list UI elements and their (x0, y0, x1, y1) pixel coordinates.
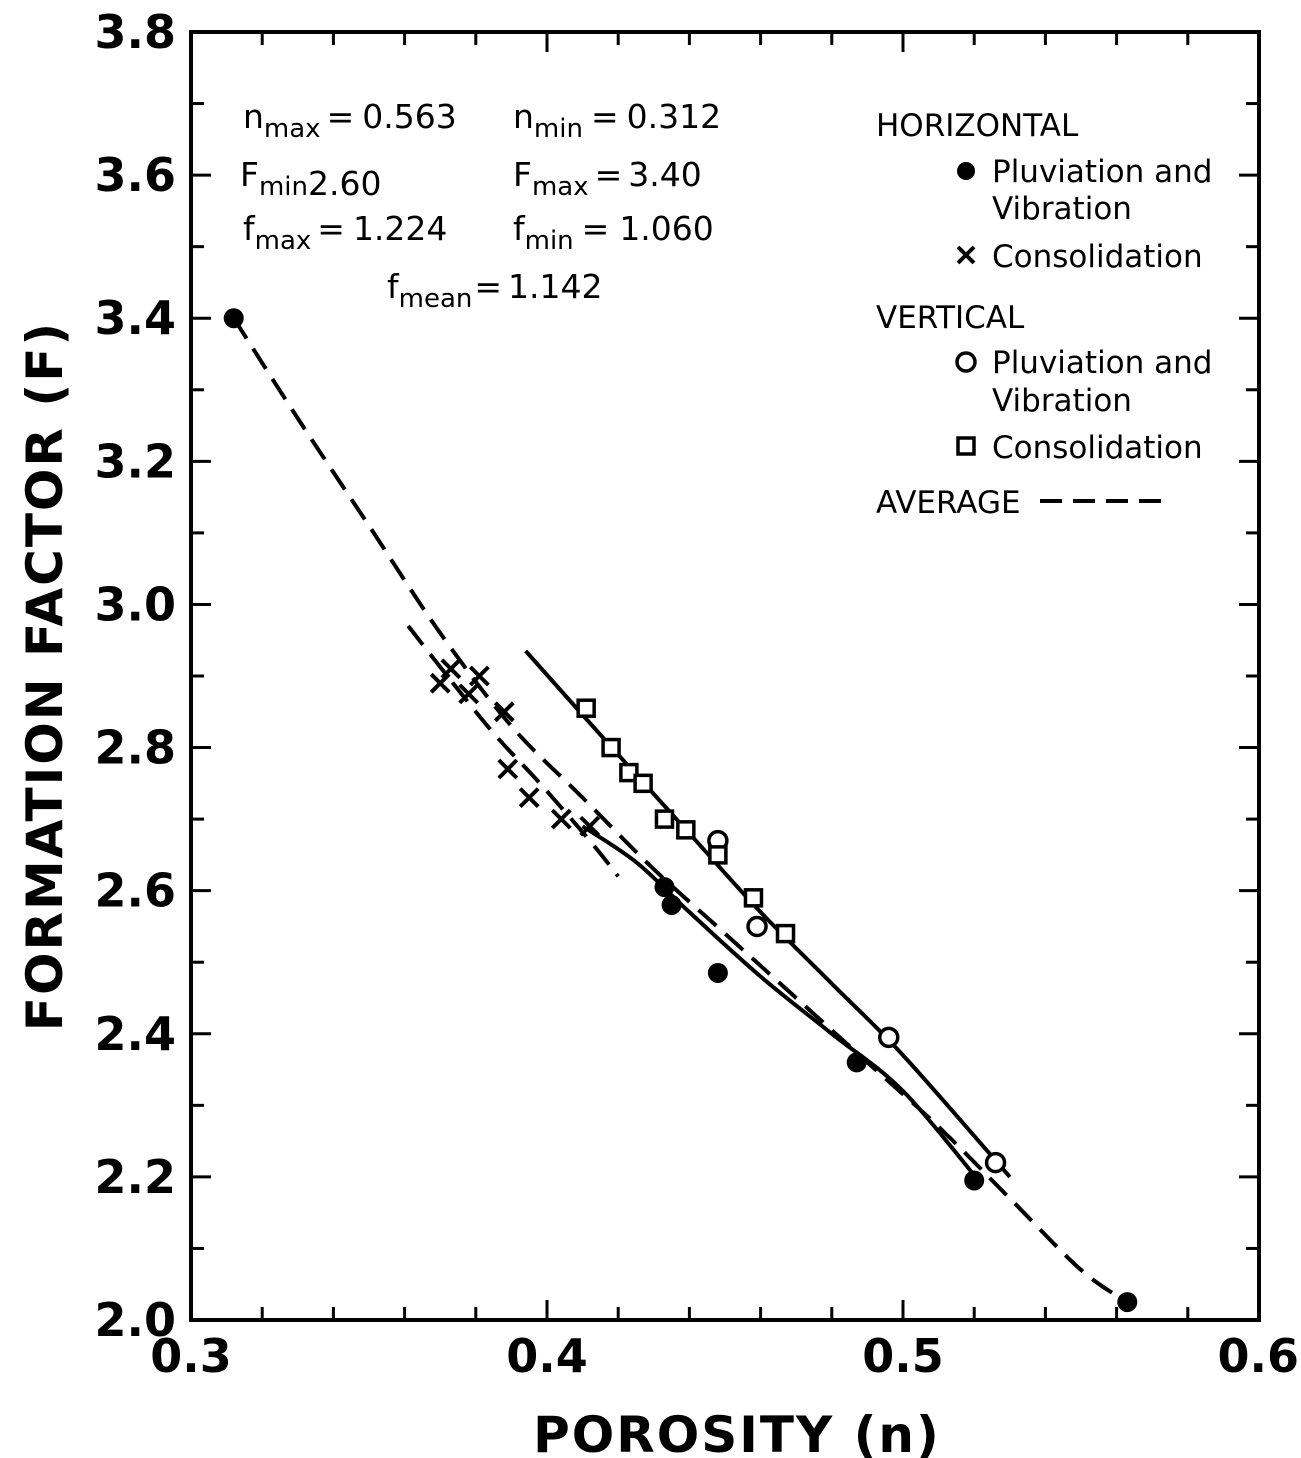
point-open-square (619, 762, 639, 783)
point-open-square (775, 923, 796, 944)
legend-open-square-marker (956, 436, 976, 456)
annotation-F-min: Fmin2.60 (240, 155, 382, 203)
y-tick-label: 3.2 (95, 434, 177, 488)
point-x-mark (518, 787, 540, 809)
point-x-mark (579, 815, 601, 837)
point-x-mark (429, 672, 451, 694)
y-tick-label: 3.0 (95, 577, 177, 631)
annotation-f-max: fmax = 1.224 (243, 209, 447, 256)
point-open-square (708, 845, 728, 865)
legend-group-horizontal: HORIZONTAL (876, 108, 1079, 144)
y-tick-label: 2.6 (95, 864, 177, 918)
x-axis-title: POROSITY (n) (533, 1406, 941, 1458)
point-filled-circle (707, 962, 728, 983)
point-filled-circle (654, 877, 675, 898)
x-tick-label: 0.3 (150, 1329, 232, 1383)
solid-curve (581, 824, 983, 1186)
dashed-curve (232, 317, 1129, 1304)
y-tick-label: 2.0 (95, 1293, 177, 1347)
x-tick-label: 0.6 (1218, 1329, 1300, 1383)
point-open-square (743, 888, 764, 908)
solid-curve (524, 649, 1012, 1179)
legend-filled-circle-marker (957, 162, 975, 180)
point-open-square (676, 820, 696, 840)
y-tick-label: 2.8 (95, 721, 177, 775)
y-tick-label: 2.2 (95, 1150, 177, 1204)
point-filled-circle (846, 1052, 867, 1073)
y-axis-title: FORMATION FACTOR (F) (16, 321, 74, 1031)
legend-average-label: AVERAGE (876, 485, 1021, 521)
point-filled-circle (1117, 1292, 1138, 1313)
point-open-circle (746, 915, 768, 938)
point-filled-circle (661, 894, 682, 915)
point-open-square (601, 737, 621, 758)
legend-entry-v-vibration: Vibration (992, 383, 1132, 419)
point-filled-circle (964, 1170, 985, 1191)
annotation-n-max: nmax = 0.563 (243, 97, 457, 144)
y-tick-label: 2.4 (95, 1007, 177, 1061)
legend-entry-v-consolidation: Consolidation (992, 430, 1203, 466)
legend-open-circle-marker (955, 351, 977, 373)
annotation-n-min: nmin = 0.312 (513, 97, 721, 144)
point-open-circle (878, 1026, 900, 1049)
dashed-curve (406, 624, 620, 878)
point-open-square (576, 698, 596, 718)
point-filled-circle (223, 308, 244, 329)
legend: HORIZONTAL Pluviation and Vibration Cons… (876, 108, 1212, 521)
tick-labels: 0.3 0.4 0.5 0.6 2.0 2.2 2.4 2.6 2.8 3.0 3.2 3.4 3.6 3… (95, 5, 1300, 1383)
y-tick-label: 3.6 (95, 148, 177, 202)
annotation-f-mean: fmean= 1.142 (387, 267, 603, 314)
point-x-mark (468, 665, 490, 687)
point-open-square (654, 809, 675, 829)
annotation-F-max: Fmax = 3.40 (513, 155, 702, 202)
x-tick-label: 0.5 (862, 1329, 944, 1383)
point-open-circle (984, 1151, 1007, 1174)
annotation-block: nmax = 0.563 nmin = 0.312 Fmin2.60 Fmax = 3.40… (240, 97, 721, 314)
point-x-mark (497, 758, 519, 780)
data-points (223, 308, 1138, 1313)
point-x-mark (550, 808, 572, 830)
point-x-mark (458, 683, 480, 705)
point-x-mark (493, 701, 515, 723)
legend-entry-h-consolidation: Consolidation (992, 239, 1203, 275)
legend-group-vertical: VERTICAL (876, 300, 1025, 336)
y-tick-label: 3.8 (95, 5, 177, 59)
axis-ticks (189, 30, 1261, 1322)
legend-entry-v-pluviation: Pluviation and (992, 345, 1212, 381)
x-tick-label: 0.4 (506, 1329, 588, 1383)
legend-entry-h-vibration: Vibration (992, 191, 1132, 227)
legend-x-marker (956, 245, 976, 265)
point-x-mark (440, 658, 462, 680)
annotation-f-min: fmin = 1.060 (513, 209, 714, 256)
y-tick-label: 3.4 (95, 291, 177, 345)
legend-entry-h-pluviation: Pluviation and (992, 154, 1212, 190)
point-open-square (633, 773, 653, 794)
